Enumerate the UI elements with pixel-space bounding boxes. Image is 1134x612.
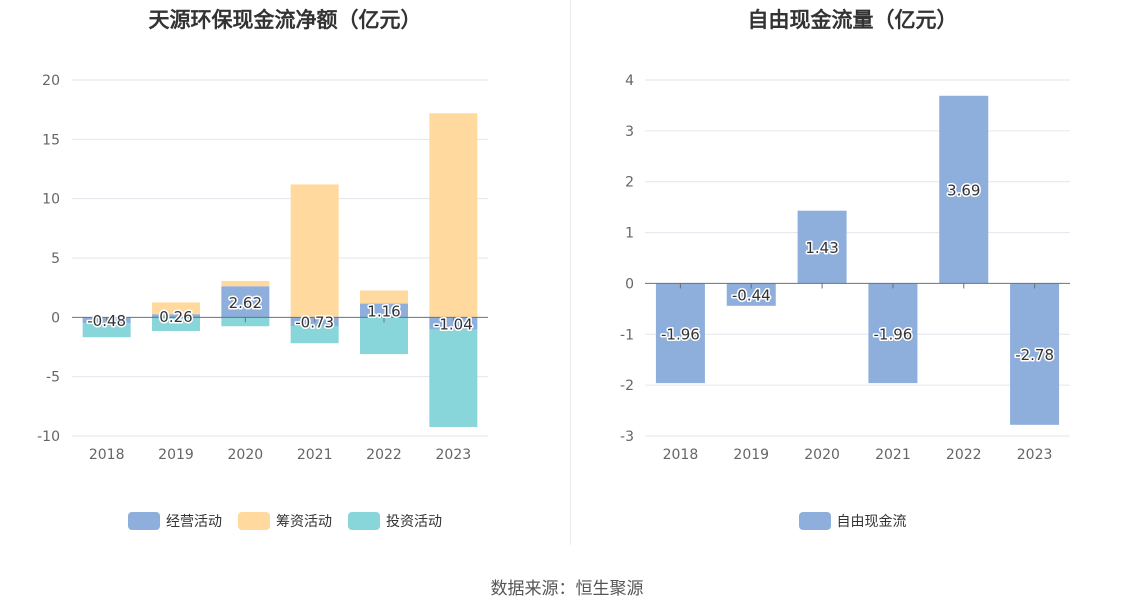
y-tick-label: 10 bbox=[42, 192, 60, 208]
cash-flow-chart: 20 15 10 5 0 -5 -10 2018 2019 2020 2021 2022 2023 -0.… bbox=[37, 73, 488, 463]
legend-item[interactable]: 自由现金流 bbox=[798, 511, 907, 531]
chart-title: 自由现金流量（亿元） bbox=[747, 8, 958, 32]
y-tick-label: 2 bbox=[625, 175, 634, 191]
y-tick-label: 5 bbox=[51, 251, 60, 267]
chart-title: 天源环保现金流净额（亿元） bbox=[148, 8, 422, 32]
panel-divider bbox=[570, 0, 571, 545]
data-label: -1.96 bbox=[661, 325, 700, 343]
bar bbox=[82, 323, 131, 338]
free-cash-flow-chart-panel: 自由现金流量（亿元） 4 3 2 1 0 -1 -2 -3 2018 2019 2020 2021 20… bbox=[571, 0, 1134, 545]
legend-label: 自由现金流 bbox=[836, 514, 907, 530]
data-label: -0.44 bbox=[732, 287, 771, 305]
legend-swatch bbox=[348, 512, 380, 530]
legend-swatch bbox=[128, 512, 160, 530]
bar bbox=[221, 280, 270, 287]
bar bbox=[152, 314, 200, 318]
bar bbox=[939, 95, 989, 284]
bar bbox=[1010, 283, 1060, 425]
y-tick-label: -1 bbox=[620, 327, 634, 343]
bar bbox=[797, 210, 847, 284]
data-label: 1.43 bbox=[805, 239, 838, 257]
free-cash-flow-chart: 4 3 2 1 0 -1 -2 -3 2018 2019 2020 2021 2022 2023 -1.96… bbox=[620, 73, 1070, 463]
legend-label: 筹资活动 bbox=[276, 514, 332, 530]
x-tick-label: 2021 bbox=[875, 447, 911, 463]
data-label: -2.78 bbox=[1015, 346, 1054, 364]
bar bbox=[429, 317, 478, 330]
y-tick-label: -2 bbox=[620, 378, 634, 394]
data-label: -1.96 bbox=[874, 325, 913, 343]
x-tick-label: 2020 bbox=[804, 447, 840, 463]
bar bbox=[360, 290, 408, 304]
bar bbox=[429, 329, 478, 427]
y-tick-label: 15 bbox=[42, 132, 60, 148]
data-label: 1.16 bbox=[367, 302, 400, 320]
y-tick-label: -3 bbox=[620, 429, 634, 445]
legend: 自由现金流 bbox=[571, 511, 1134, 534]
bar bbox=[152, 302, 200, 315]
x-tick-label: 2019 bbox=[158, 447, 194, 463]
legend-swatch bbox=[238, 512, 270, 530]
data-label: 0.26 bbox=[159, 308, 192, 326]
bar bbox=[221, 286, 270, 318]
bar bbox=[655, 283, 705, 384]
bar bbox=[360, 303, 408, 318]
y-tick-label: 4 bbox=[625, 73, 634, 89]
bar bbox=[152, 317, 200, 331]
x-tick-label: 2020 bbox=[228, 447, 264, 463]
y-tick-label: -5 bbox=[46, 370, 60, 386]
legend-label: 经营活动 bbox=[166, 514, 222, 530]
cash-flow-chart-panel: 天源环保现金流净额（亿元） 20 15 10 5 0 -5 -10 2018 2019 2020 2… bbox=[0, 0, 570, 545]
legend-label: 投资活动 bbox=[386, 514, 442, 530]
y-tick-label: -10 bbox=[37, 429, 60, 445]
data-label: -0.48 bbox=[87, 312, 126, 330]
x-tick-label: 2022 bbox=[366, 447, 402, 463]
bar bbox=[868, 283, 918, 384]
data-label: 3.69 bbox=[947, 182, 980, 200]
x-tick-label: 2018 bbox=[663, 447, 699, 463]
y-tick-label: 3 bbox=[625, 124, 634, 140]
x-tick-label: 2023 bbox=[1017, 447, 1053, 463]
data-label: -0.73 bbox=[295, 314, 334, 332]
data-label: -1.04 bbox=[434, 316, 473, 334]
data-source: 数据来源：恒生聚源 bbox=[490, 579, 644, 599]
legend-item[interactable]: 筹资活动 bbox=[238, 511, 332, 531]
data-label: 2.62 bbox=[229, 294, 262, 312]
x-tick-label: 2018 bbox=[89, 447, 125, 463]
legend-swatch bbox=[798, 512, 831, 530]
bar bbox=[726, 283, 776, 306]
y-tick-label: 0 bbox=[625, 276, 634, 292]
x-tick-label: 2019 bbox=[733, 447, 769, 463]
x-tick-label: 2021 bbox=[297, 447, 333, 463]
legend-item[interactable]: 投资活动 bbox=[348, 511, 442, 531]
x-tick-label: 2023 bbox=[436, 447, 472, 463]
x-tick-label: 2022 bbox=[946, 447, 982, 463]
bar bbox=[429, 113, 478, 318]
legend-item[interactable]: 经营活动 bbox=[128, 511, 222, 531]
bar bbox=[290, 325, 339, 344]
bar bbox=[290, 184, 339, 318]
y-tick-label: 1 bbox=[625, 226, 634, 242]
y-tick-label: 0 bbox=[51, 310, 60, 326]
y-tick-label: 20 bbox=[42, 73, 60, 89]
legend: 经营活动 筹资活动 投资活动 bbox=[0, 511, 570, 534]
bar bbox=[360, 317, 408, 355]
